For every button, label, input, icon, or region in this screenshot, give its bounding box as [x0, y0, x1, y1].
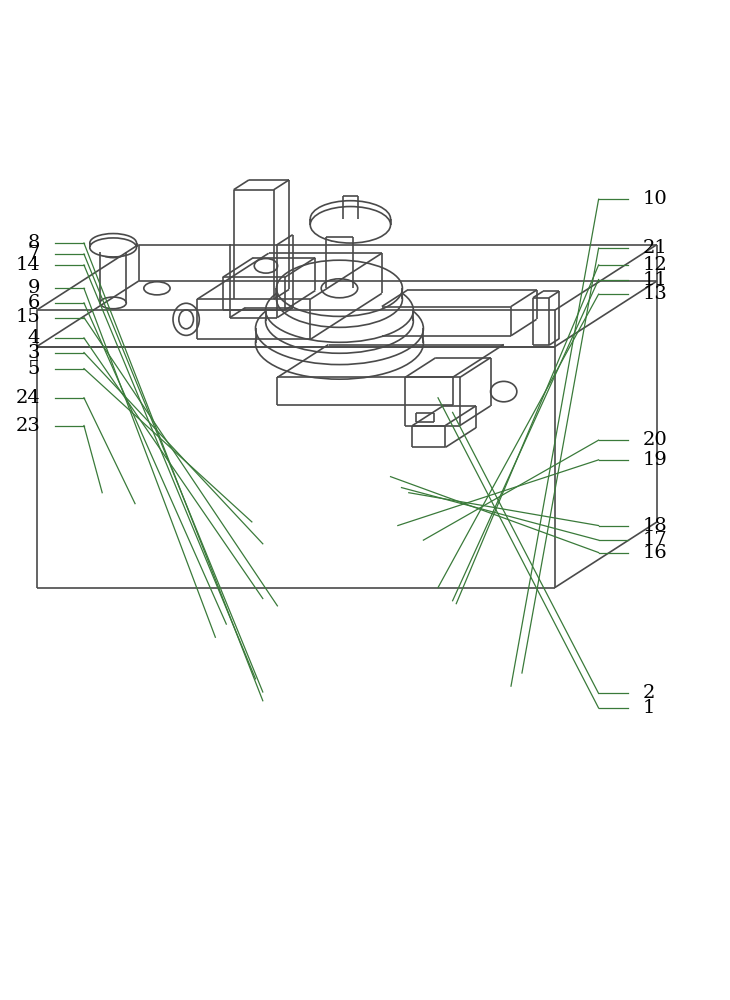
Text: 15: 15: [15, 308, 40, 326]
Text: 18: 18: [642, 517, 667, 535]
Ellipse shape: [321, 279, 358, 298]
Text: 10: 10: [642, 190, 667, 208]
Ellipse shape: [173, 303, 199, 335]
Text: 16: 16: [642, 544, 667, 562]
Text: 6: 6: [28, 294, 40, 312]
Ellipse shape: [326, 231, 353, 242]
Ellipse shape: [310, 207, 391, 243]
Text: 5: 5: [28, 360, 40, 378]
Text: 23: 23: [15, 417, 40, 435]
Ellipse shape: [277, 260, 402, 316]
Ellipse shape: [310, 201, 391, 237]
Text: 9: 9: [28, 279, 40, 297]
Text: 12: 12: [642, 256, 667, 274]
Ellipse shape: [144, 282, 170, 295]
Ellipse shape: [90, 234, 137, 253]
Text: 14: 14: [15, 256, 40, 274]
Text: 20: 20: [642, 431, 667, 449]
Text: 1: 1: [642, 699, 655, 717]
Text: 3: 3: [28, 344, 40, 362]
Ellipse shape: [266, 289, 413, 353]
Text: 7: 7: [28, 245, 40, 263]
Text: 11: 11: [642, 271, 667, 289]
Ellipse shape: [100, 246, 126, 258]
Text: 4: 4: [28, 329, 40, 347]
Text: 2: 2: [642, 684, 655, 702]
Text: 19: 19: [642, 451, 667, 469]
Text: 21: 21: [642, 239, 667, 257]
Ellipse shape: [277, 271, 402, 327]
Text: 13: 13: [642, 285, 667, 303]
Ellipse shape: [90, 238, 137, 257]
Text: 17: 17: [642, 531, 667, 549]
Text: 24: 24: [15, 389, 40, 407]
Text: 8: 8: [28, 234, 40, 252]
Ellipse shape: [255, 307, 423, 379]
Ellipse shape: [491, 381, 517, 402]
Ellipse shape: [255, 292, 423, 365]
Ellipse shape: [266, 278, 413, 342]
Ellipse shape: [179, 310, 193, 329]
Ellipse shape: [254, 259, 277, 273]
Ellipse shape: [100, 297, 126, 309]
